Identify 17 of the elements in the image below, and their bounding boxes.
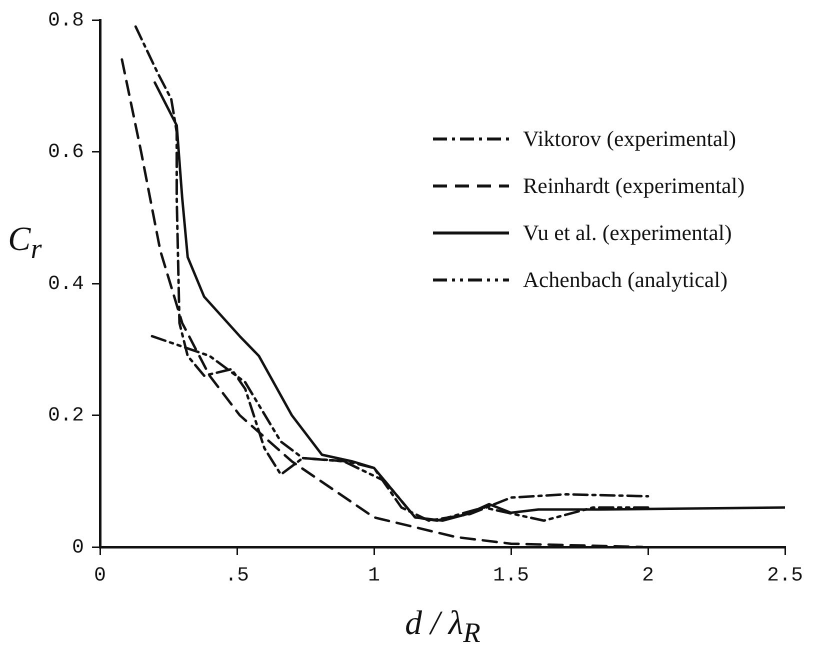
legend-label: Reinhardt (experimental) xyxy=(523,172,745,198)
y-tick-label: 0.6 xyxy=(48,141,84,164)
y-tick-label: 0.8 xyxy=(48,9,84,32)
legend-label: Vu et al. (experimental) xyxy=(523,220,732,246)
x-tick-label: 1.5 xyxy=(492,564,530,588)
y-tick-label: 0.4 xyxy=(48,272,84,296)
y-tick-label: 0 xyxy=(72,536,84,560)
y-tick-label: 0.2 xyxy=(48,404,84,428)
x-axis-title: d / λ$_{R}$ xyxy=(405,605,480,650)
x-tick-label: 2.5 xyxy=(766,564,804,588)
legend-label: Viktorov (experimental) xyxy=(523,126,736,152)
x-tick-label: 2 xyxy=(642,564,654,588)
x-tick-label: .5 xyxy=(224,564,250,588)
x-tick-label: 1 xyxy=(368,564,380,588)
y-axis-title: C$_{r}$ xyxy=(8,221,42,266)
x-tick-label: 0 xyxy=(94,564,106,588)
legend-label: Achenbach (analytical) xyxy=(523,266,728,292)
